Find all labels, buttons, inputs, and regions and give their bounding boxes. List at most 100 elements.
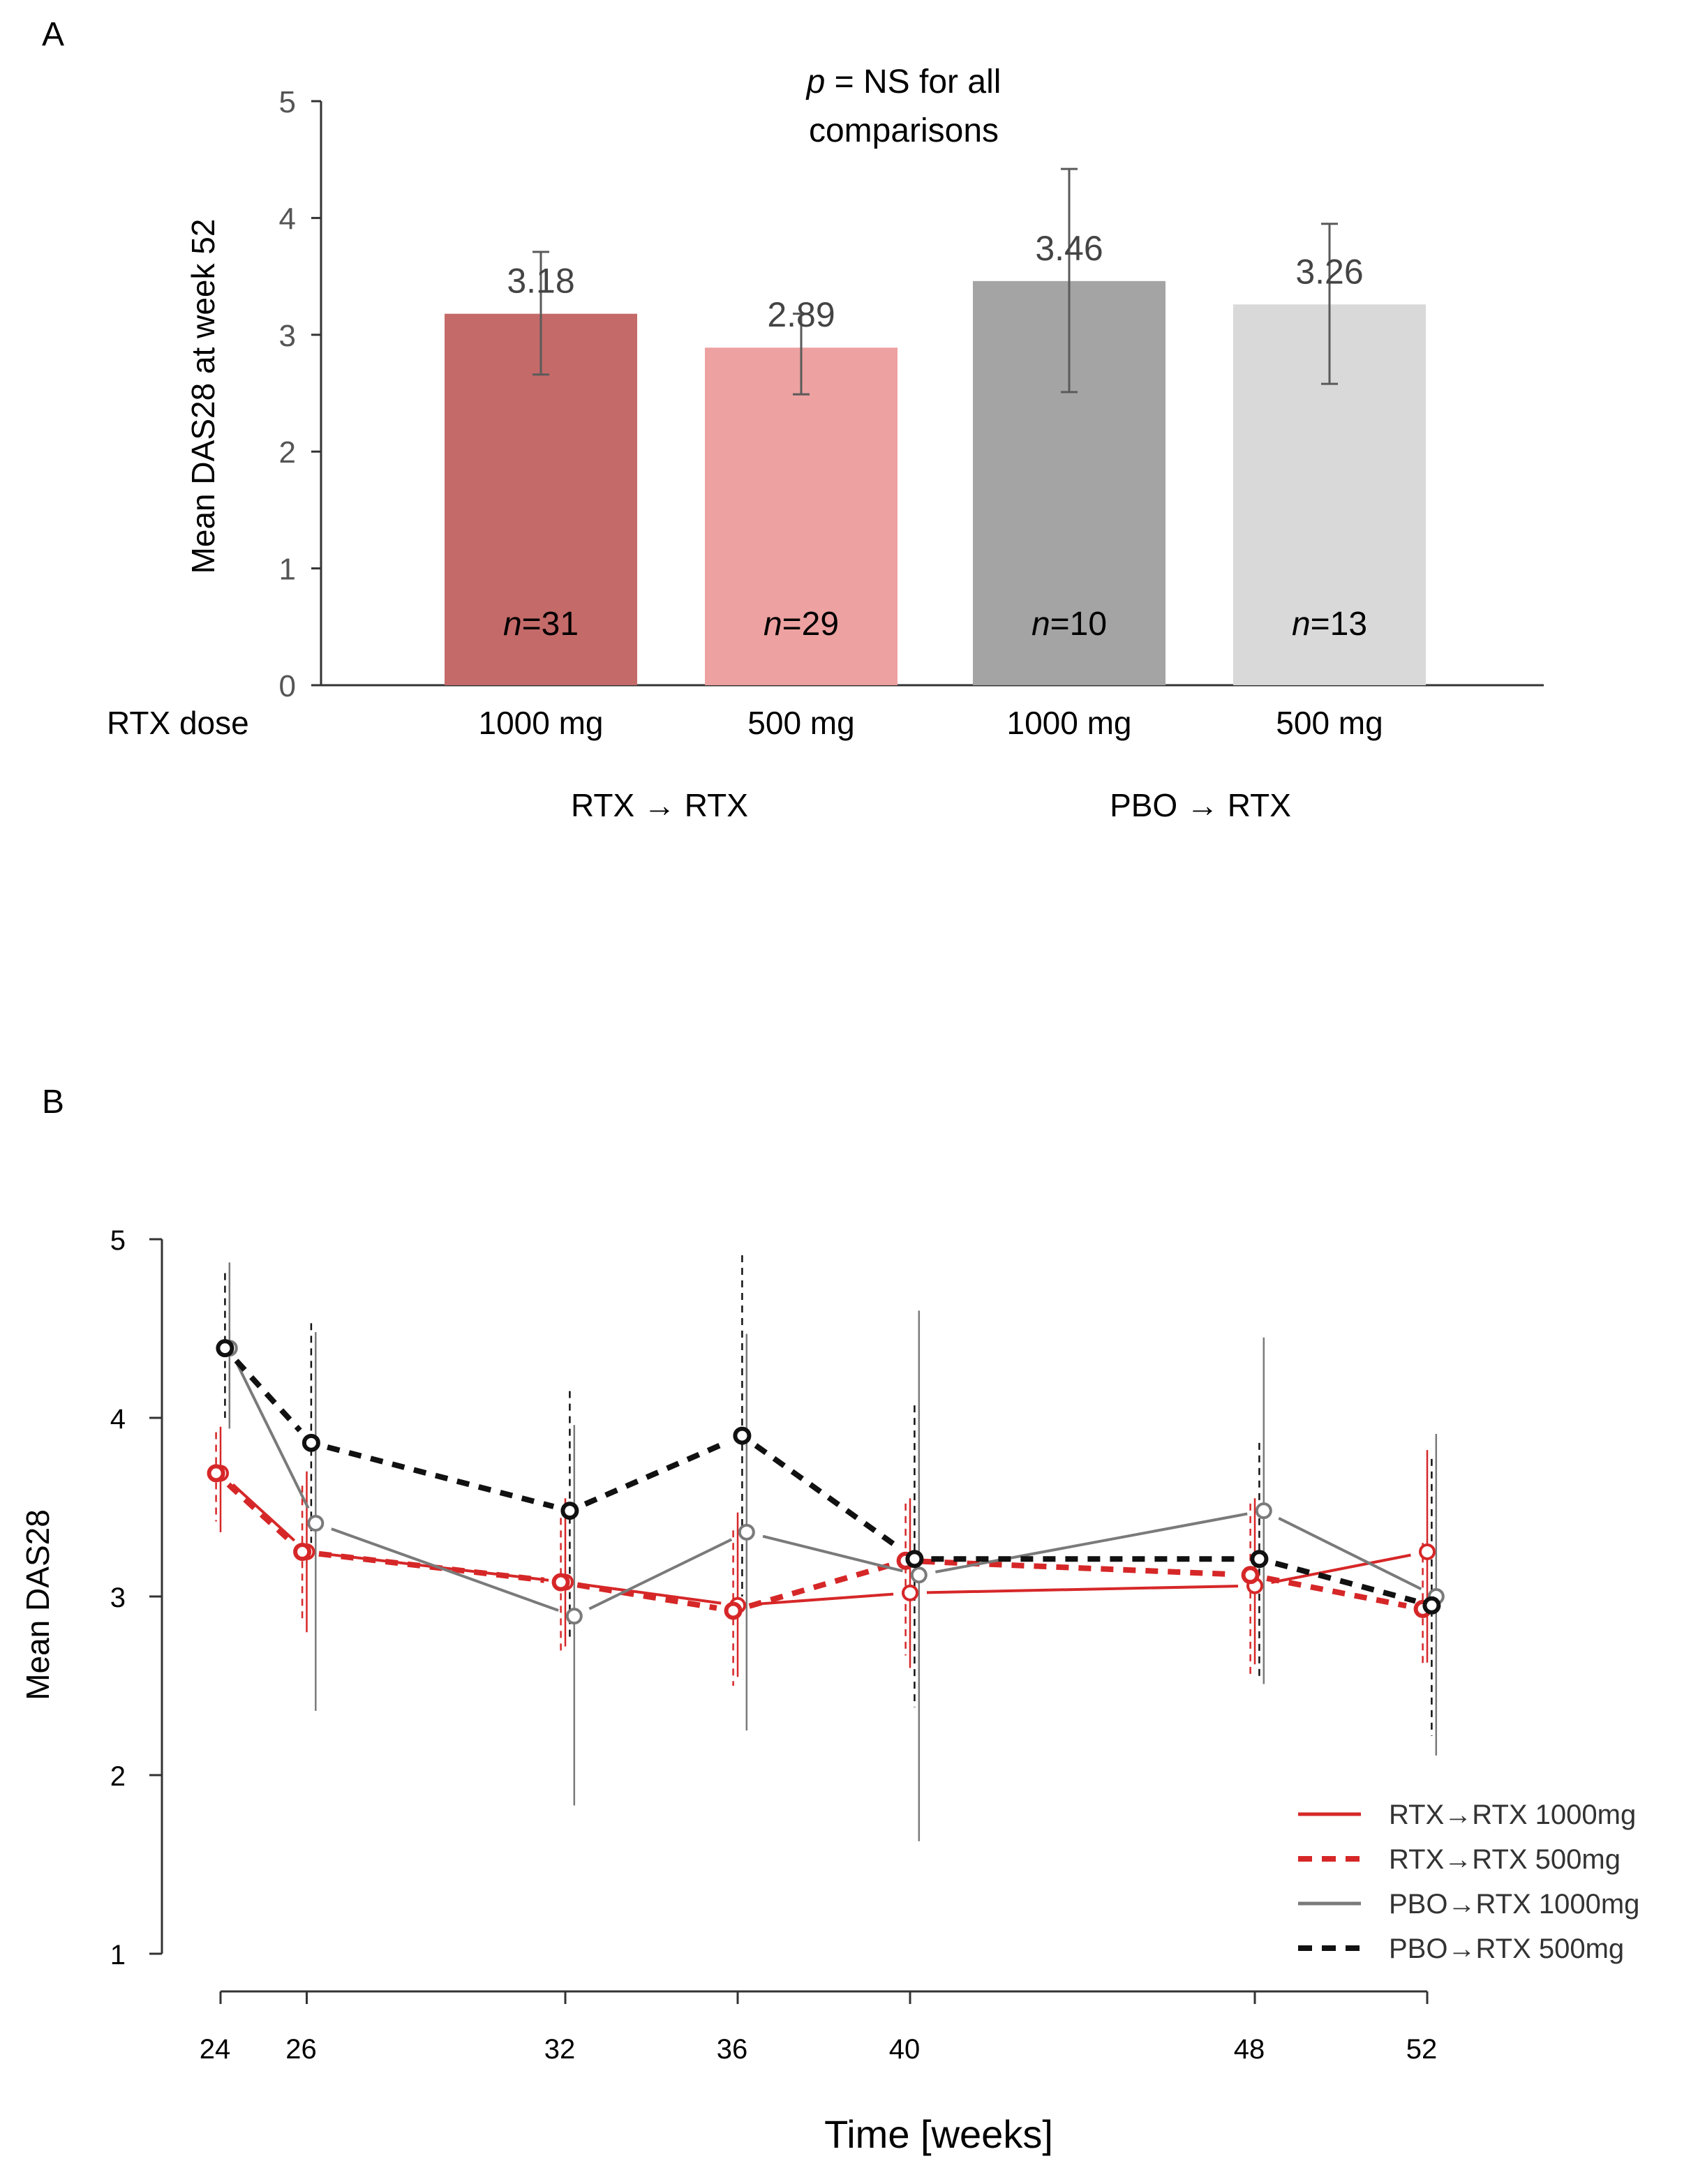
b-series-line-segment [926, 1585, 1239, 1594]
panel-a-bars [445, 281, 1426, 686]
a-value-label: 3.46 [1035, 229, 1103, 268]
a-category-label: 500 mg [1276, 705, 1383, 741]
a-value-label: 3.26 [1295, 252, 1363, 291]
b-data-point [560, 1502, 579, 1520]
panel-a-label: A [42, 16, 64, 53]
panel-a-annotation-line1: p = NS for all [805, 63, 1001, 100]
b-legend-label: PBO→RTX 1000mg [1389, 1889, 1639, 1920]
a-group-label: PBO → RTX [1110, 787, 1291, 823]
panel-a-y-label: Mean DAS28 at week 52 [185, 219, 221, 574]
b-data-point [307, 1515, 325, 1532]
b-series-line-segment [234, 1359, 302, 1433]
a-y-tick-label: 0 [279, 669, 296, 703]
a-bar [705, 347, 898, 685]
b-data-point [724, 1601, 743, 1620]
panel-a-category-labels: 1000 mg 500 mg 1000 mg 500 mg [478, 705, 1383, 741]
a-n-symbol: n [1292, 606, 1311, 643]
b-legend-label: PBO→RTX 500mg [1389, 1934, 1624, 1964]
a-bar [445, 313, 637, 686]
panel-a-y-ticks: 0 1 2 3 4 5 [279, 85, 321, 703]
a-y-tick-label: 1 [279, 553, 296, 587]
a-y-tick-label: 4 [279, 202, 296, 236]
a-n-symbol: n [1032, 606, 1050, 643]
b-series-line-segment [748, 1562, 891, 1609]
a-n-label: n=10 [1032, 606, 1107, 643]
b-series-line-segment [588, 1538, 733, 1610]
b-data-point [1255, 1502, 1272, 1520]
b-data-point [207, 1464, 225, 1483]
a-n-label: n=29 [764, 606, 839, 643]
panel-a-group-labels: RTX → RTX PBO → RTX [571, 787, 1291, 823]
b-y-tick-label: 4 [110, 1404, 126, 1435]
b-data-point [1419, 1543, 1436, 1560]
b-series-line-segment [226, 1482, 292, 1543]
a-n-count: =31 [522, 606, 579, 643]
panel-b-x-ticks: 24 26 32 36 40 48 52 [200, 1991, 1438, 2065]
panel-a-annotation-line2: comparisons [809, 112, 999, 149]
b-series-line-segment [1266, 1575, 1407, 1609]
a-n-label: n=13 [1292, 606, 1367, 643]
b-x-tick-label: 48 [1234, 2034, 1265, 2065]
b-series-line-segment [327, 1444, 555, 1509]
panel-b-points [207, 1339, 1445, 1625]
panel-a-n-labels: n=31 n=29 n=10 n=13 [503, 606, 1367, 643]
b-y-tick-label: 5 [110, 1225, 126, 1256]
b-series-line-segment [232, 1483, 296, 1542]
b-x-tick-label: 26 [285, 2034, 317, 2065]
b-legend-label: RTX→RTX 500mg [1389, 1844, 1621, 1875]
b-data-point [902, 1584, 918, 1601]
b-series-line-segment [1274, 1560, 1417, 1604]
b-series-line-segment [1271, 1553, 1411, 1584]
a-value-label: 3.18 [507, 262, 574, 301]
b-data-point [1241, 1566, 1260, 1585]
b-data-point [216, 1339, 234, 1358]
b-y-tick-label: 1 [110, 1940, 126, 1970]
a-group-label: RTX → RTX [571, 787, 748, 823]
a-n-symbol: n [764, 606, 782, 643]
panel-b-error-bars [215, 1255, 1438, 1841]
b-series-line-segment [576, 1582, 717, 1611]
a-y-tick-label: 2 [279, 435, 296, 470]
a-category-label: 500 mg [747, 705, 854, 741]
a-y-tick-label: 3 [279, 319, 296, 353]
b-series-line-segment [583, 1439, 728, 1507]
a-n-count: =13 [1311, 606, 1367, 643]
b-series-line-segment [935, 1512, 1248, 1573]
b-data-point [1422, 1596, 1441, 1615]
b-series-line-segment [1278, 1517, 1422, 1591]
a-value-label: 2.89 [767, 295, 835, 334]
b-y-tick-label: 3 [110, 1583, 126, 1613]
a-category-label: 1000 mg [478, 705, 603, 741]
b-x-tick-label: 52 [1406, 2034, 1438, 2065]
b-y-tick-label: 2 [110, 1761, 126, 1792]
a-n-count: =10 [1050, 606, 1107, 643]
panel-b-lines [226, 1359, 1422, 1612]
panel-b-y-ticks: 1 2 3 4 5 [110, 1225, 162, 1970]
panel-b-legend: RTX→RTX 1000mg RTX→RTX 500mg PBO→RTX 1000m… [1298, 1800, 1639, 1964]
b-data-point [738, 1523, 755, 1541]
panel-a-dose-row-label: RTX dose [107, 705, 249, 741]
a-n-symbol: n [503, 606, 522, 643]
b-x-tick-label: 36 [717, 2034, 748, 2065]
panel-b-y-label: Mean DAS28 [20, 1509, 56, 1700]
a-n-label: n=31 [503, 606, 579, 643]
a-category-label: 1000 mg [1006, 705, 1131, 741]
b-series-line-segment [754, 1592, 894, 1606]
b-x-tick-label: 24 [200, 2034, 231, 2065]
b-data-point [293, 1543, 312, 1561]
b-data-point [733, 1426, 752, 1445]
b-data-point [301, 1433, 320, 1452]
b-data-point [910, 1566, 928, 1584]
panel-a-value-labels: 3.18 2.89 3.46 3.26 [507, 229, 1363, 334]
a-n-count: =29 [782, 606, 839, 643]
b-series-line-segment [235, 1362, 310, 1509]
b-series-line-segment [331, 1527, 559, 1612]
b-data-point [565, 1608, 583, 1625]
panel-b-label: B [42, 1084, 64, 1121]
b-x-tick-label: 40 [889, 2034, 921, 2065]
p-annotation-text: = NS for all [825, 63, 1001, 100]
a-y-tick-label: 5 [279, 85, 296, 119]
p-symbol: p [805, 63, 826, 100]
